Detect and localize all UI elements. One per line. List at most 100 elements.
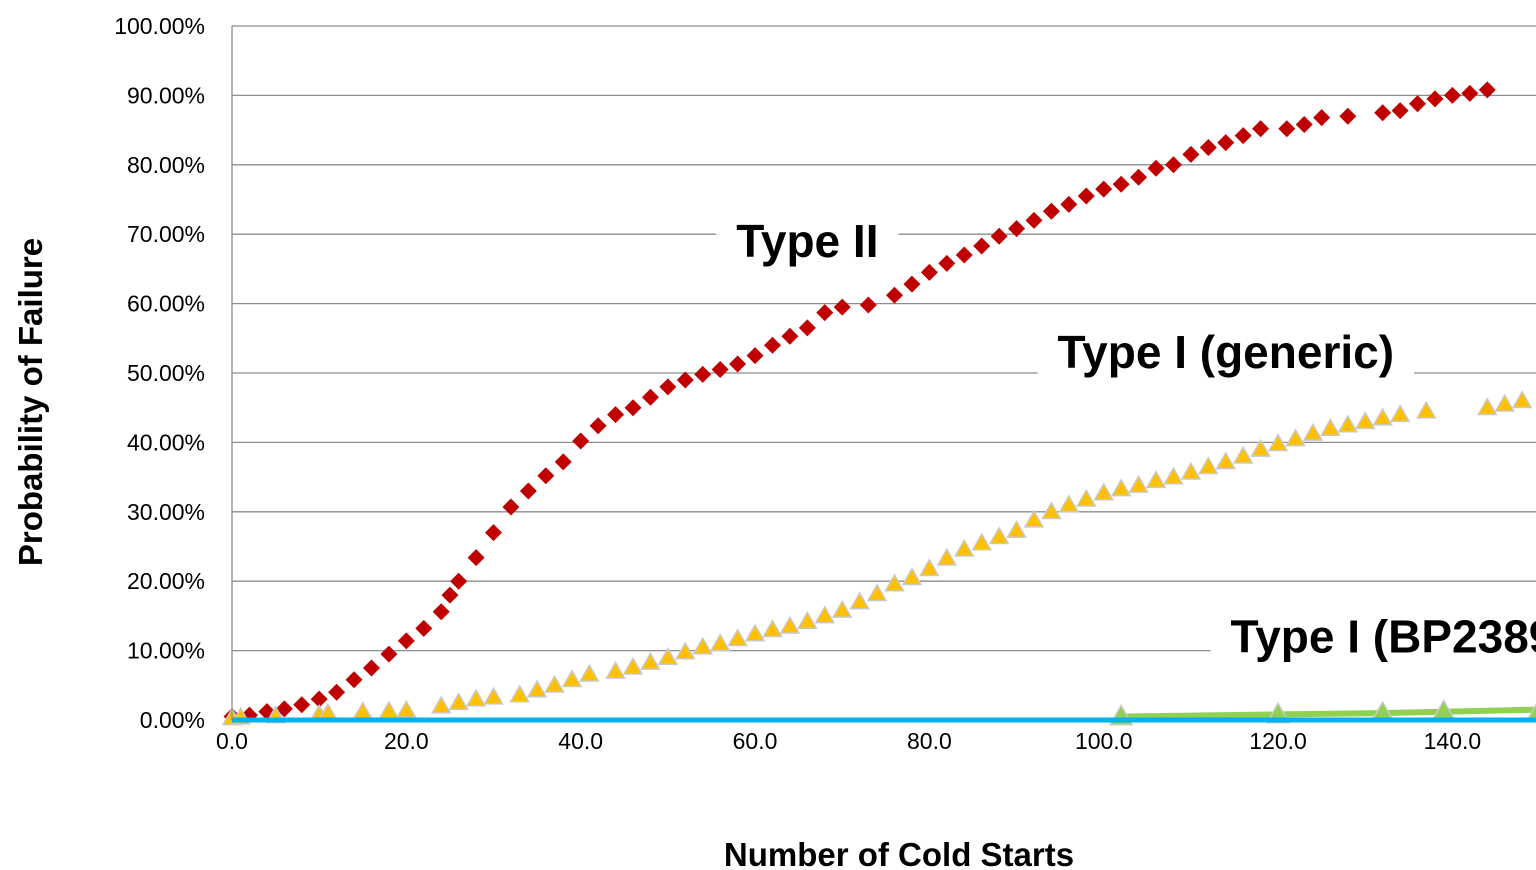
- data-point: [1478, 81, 1496, 99]
- data-point: [1232, 445, 1254, 464]
- data-point: [641, 388, 659, 406]
- data-point: [345, 671, 363, 689]
- data-point: [502, 498, 520, 516]
- data-point: [607, 406, 625, 424]
- data-point: [1415, 400, 1437, 419]
- data-point: [920, 263, 938, 281]
- y-tick-label: 70.00%: [127, 221, 205, 247]
- y-tick-label: 40.00%: [127, 429, 205, 455]
- data-point: [1182, 145, 1200, 163]
- data-point: [310, 690, 328, 708]
- data-point: [1008, 220, 1026, 238]
- data-point: [859, 296, 877, 314]
- data-point: [640, 651, 661, 670]
- data-point: [450, 572, 468, 590]
- data-point: [798, 319, 816, 337]
- data-point: [328, 683, 346, 701]
- data-point: [415, 619, 433, 637]
- data-point: [797, 610, 818, 629]
- data-point: [1060, 195, 1078, 213]
- x-tick-label: 140.0: [1424, 728, 1482, 754]
- data-point: [1337, 414, 1359, 433]
- data-point: [1058, 494, 1080, 513]
- data-point: [676, 371, 694, 389]
- data-point: [1023, 509, 1045, 528]
- y-tick-label: 50.00%: [127, 360, 205, 386]
- data-point: [1409, 95, 1427, 113]
- series-annotation: Type I (generic): [1057, 326, 1394, 378]
- gridlines: [232, 25, 1536, 721]
- series-layer: [221, 81, 1536, 726]
- data-point: [1461, 84, 1479, 102]
- data-point: [509, 684, 530, 703]
- data-point: [675, 641, 696, 660]
- data-point: [814, 605, 836, 624]
- data-point: [1234, 127, 1252, 145]
- data-point: [622, 656, 644, 675]
- data-point: [866, 583, 888, 602]
- data-point: [605, 660, 626, 679]
- y-axis-tick-labels: 0.00% 10.00% 20.00% 30.00% 40.00% 50.00% 60.00…: [114, 13, 205, 733]
- data-point: [938, 254, 956, 272]
- data-point: [884, 573, 905, 592]
- data-point: [955, 246, 973, 264]
- data-point: [919, 558, 940, 577]
- data-point: [572, 432, 590, 450]
- data-point: [953, 538, 975, 557]
- data-point: [746, 347, 764, 365]
- series-annotation: Type I (BP2389): [1231, 611, 1536, 663]
- data-point: [519, 482, 537, 500]
- data-point: [1006, 520, 1027, 539]
- data-point: [1199, 138, 1217, 156]
- annotation-background: [716, 215, 899, 268]
- data-point: [483, 686, 504, 705]
- data-point: [694, 365, 712, 383]
- data-point: [901, 567, 923, 586]
- data-point: [1527, 703, 1536, 719]
- data-point: [1077, 187, 1095, 205]
- data-point: [1295, 116, 1313, 134]
- data-point: [729, 355, 747, 373]
- data-point: [1250, 438, 1271, 457]
- series-line: [1121, 706, 1536, 720]
- x-tick-label: 100.0: [1075, 728, 1133, 754]
- data-point: [903, 275, 921, 293]
- data-point: [380, 645, 398, 663]
- data-point: [727, 628, 748, 647]
- data-point: [397, 632, 415, 650]
- data-point: [1313, 109, 1331, 127]
- data-point: [1267, 433, 1289, 452]
- data-point: [781, 327, 799, 345]
- data-point: [659, 378, 677, 396]
- data-point: [763, 336, 781, 354]
- data-point: [579, 663, 600, 682]
- data-point: [711, 361, 729, 379]
- data-point: [1426, 90, 1444, 108]
- data-point: [537, 467, 555, 485]
- data-point: [1095, 180, 1113, 198]
- y-tick-label: 100.00%: [114, 13, 205, 39]
- data-point: [432, 603, 450, 621]
- data-point: [1128, 474, 1149, 493]
- data-point: [779, 615, 801, 634]
- data-point: [1389, 404, 1411, 423]
- data-point: [1025, 211, 1043, 229]
- data-point: [1215, 451, 1237, 470]
- y-tick-label: 60.00%: [127, 291, 205, 317]
- data-point: [430, 695, 452, 714]
- y-tick-label: 10.00%: [127, 638, 205, 664]
- data-point: [657, 647, 679, 666]
- x-tick-label: 120.0: [1249, 728, 1307, 754]
- data-point: [1163, 466, 1184, 485]
- y-tick-label: 0.00%: [140, 707, 205, 733]
- data-point: [1443, 86, 1461, 104]
- data-point: [990, 227, 1008, 245]
- data-point: [1278, 120, 1296, 138]
- y-tick-label: 20.00%: [127, 568, 205, 594]
- data-point: [1217, 134, 1235, 152]
- data-point: [467, 549, 485, 567]
- data-point: [1145, 470, 1167, 489]
- data-point: [526, 679, 548, 698]
- annotation-background: [1037, 326, 1415, 379]
